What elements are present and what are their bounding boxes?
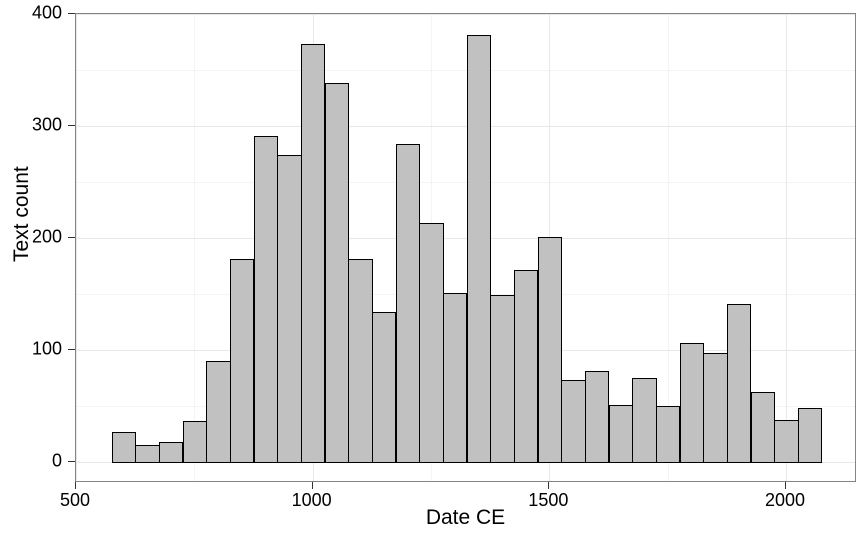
- gridline-major-horizontal: [76, 125, 855, 127]
- histogram-bar: [632, 377, 657, 463]
- x-tick-mark: [75, 482, 76, 489]
- histogram-bar: [371, 311, 397, 463]
- gridline-major-vertical: [786, 14, 787, 481]
- histogram-bar: [679, 343, 705, 463]
- histogram-bar: [584, 371, 610, 463]
- histogram-bar: [395, 143, 421, 463]
- gridline-minor-vertical: [194, 14, 196, 481]
- histogram-bar: [111, 431, 137, 463]
- x-tick-mark: [785, 482, 786, 489]
- y-tick-mark: [68, 124, 75, 126]
- histogram-bar: [253, 136, 279, 463]
- histogram-bar: [442, 292, 468, 463]
- histogram-bar: [324, 83, 350, 463]
- histogram-bar: [419, 223, 444, 463]
- gridline-major-horizontal: [76, 14, 855, 15]
- histogram-bar: [774, 420, 799, 463]
- x-tick-label: 500: [59, 490, 91, 510]
- y-tick-mark: [68, 460, 75, 462]
- y-tick-label: 300: [31, 114, 62, 135]
- y-tick-label: 100: [31, 338, 62, 359]
- gridline-major-vertical: [76, 14, 77, 481]
- histogram-bar: [277, 155, 302, 463]
- x-tick-mark: [548, 482, 550, 489]
- histogram-bar: [750, 392, 776, 463]
- gridline-minor-horizontal: [76, 69, 855, 71]
- x-tick-label: 1000: [291, 490, 332, 510]
- x-tick-mark: [311, 482, 313, 489]
- histogram-bar: [726, 303, 752, 463]
- histogram-bar: [206, 360, 231, 463]
- y-tick-mark: [68, 348, 75, 350]
- histogram-bar: [466, 35, 492, 463]
- gridline-minor-horizontal: [76, 181, 855, 183]
- histogram-bar: [490, 294, 515, 463]
- x-tick-label: 2000: [764, 490, 806, 510]
- x-tick-label: 1500: [528, 490, 569, 510]
- histogram-bar: [229, 259, 255, 463]
- histogram-bar: [655, 405, 681, 463]
- x-axis-title: Date CE: [425, 506, 506, 529]
- histogram-bar: [348, 259, 373, 463]
- histogram-bar: [513, 270, 539, 463]
- y-tick-mark: [68, 236, 75, 238]
- y-tick-label: 0: [51, 450, 62, 471]
- histogram-bar: [703, 353, 728, 463]
- histogram-bar: [135, 444, 160, 463]
- histogram-bar: [608, 404, 634, 463]
- histogram-bar: [797, 408, 823, 463]
- histogram-bar: [182, 421, 208, 463]
- plot-panel: [75, 13, 856, 482]
- y-tick-mark: [68, 13, 75, 14]
- histogram-bar: [537, 236, 563, 463]
- histogram-bar: [300, 44, 326, 463]
- histogram-bar: [561, 380, 586, 463]
- histogram-bar: [158, 441, 184, 463]
- gridline-major-horizontal: [76, 237, 855, 239]
- y-tick-label: 200: [31, 226, 62, 247]
- gridline-minor-vertical: [667, 14, 669, 481]
- y-tick-label: 400: [31, 2, 62, 23]
